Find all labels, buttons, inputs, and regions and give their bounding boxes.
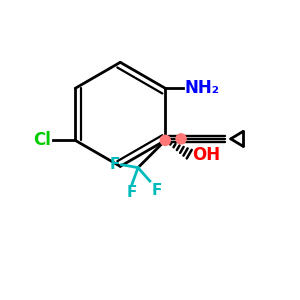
Text: OH: OH <box>193 146 221 164</box>
Text: Cl: Cl <box>34 131 52 149</box>
Circle shape <box>176 134 186 144</box>
Text: F: F <box>126 185 136 200</box>
Text: NH₂: NH₂ <box>184 79 220 97</box>
Text: F: F <box>110 157 120 172</box>
Text: F: F <box>152 182 162 197</box>
Circle shape <box>160 135 170 146</box>
